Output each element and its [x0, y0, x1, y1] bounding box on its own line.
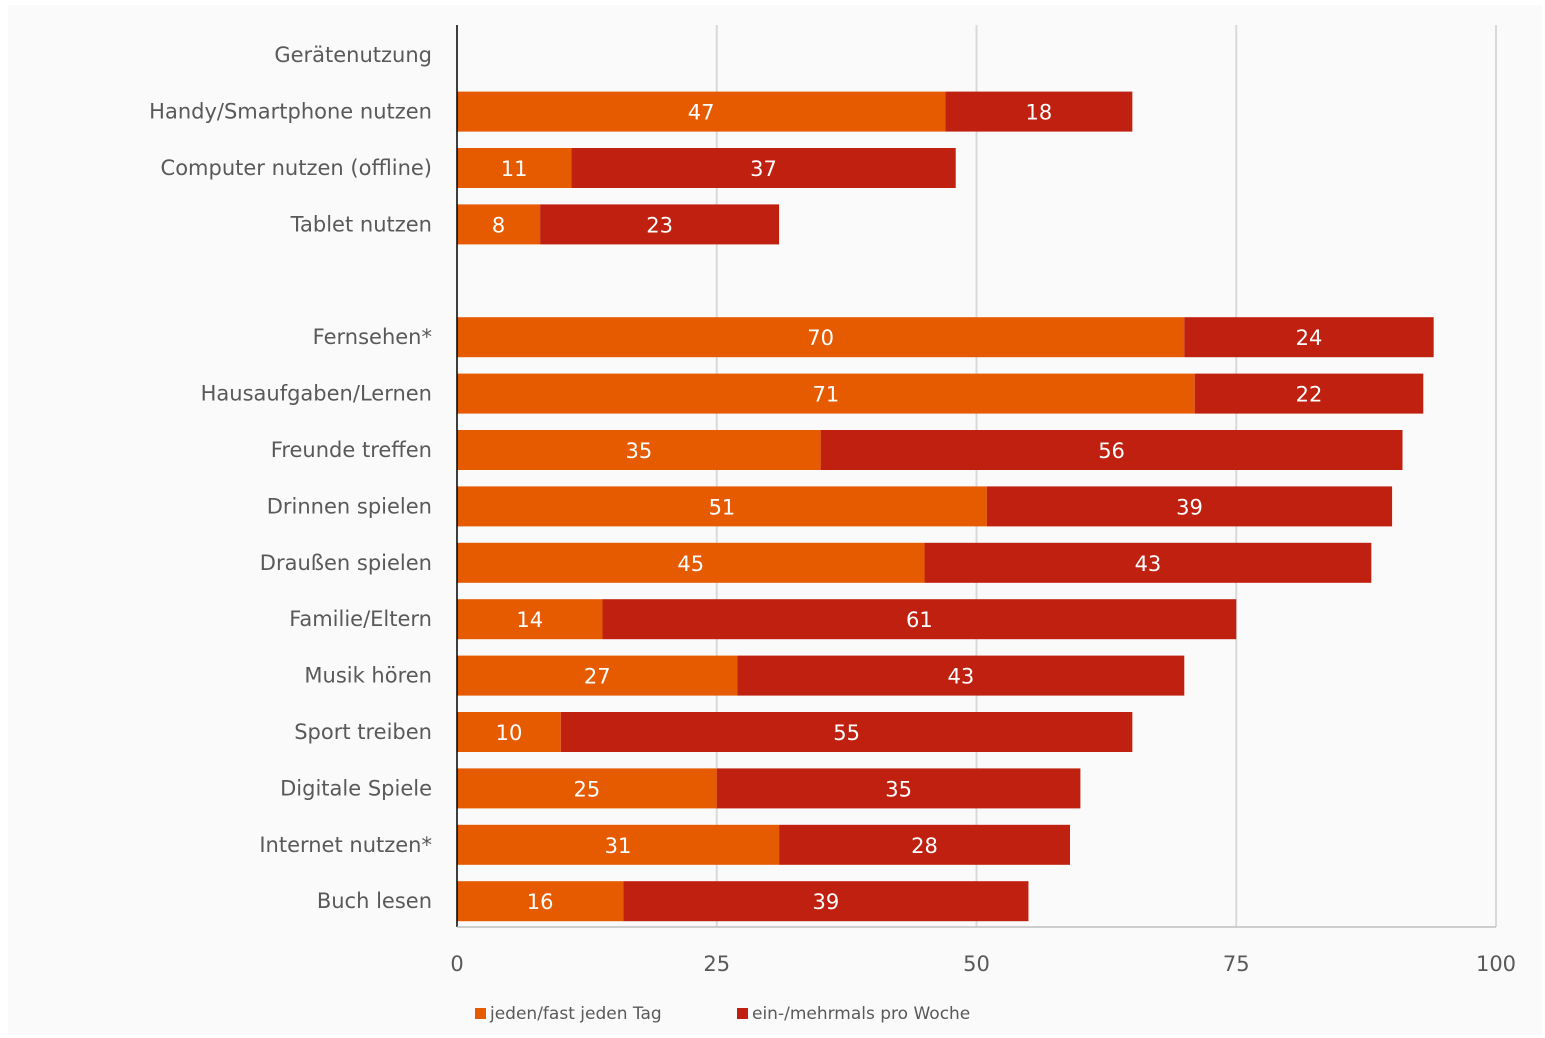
bar-daily	[457, 542, 925, 583]
data-label: 39	[1176, 495, 1203, 519]
x-tick-label-25: 25	[703, 952, 730, 976]
data-label: 22	[1296, 383, 1323, 407]
bar-weekly	[560, 712, 1133, 752]
category-label: Drinnen spielen	[267, 494, 432, 518]
chart-frame: 0 25 50 75 100 Gerätenutzung Handy/Smartphone …	[8, 5, 1542, 1035]
bar-daily	[457, 655, 738, 696]
category-label: Digitale Spiele	[280, 776, 432, 800]
data-label: 61	[906, 608, 933, 632]
data-label: 43	[948, 665, 975, 689]
category-label: Sport treiben	[294, 720, 432, 744]
bar-daily	[457, 373, 1195, 414]
data-label: 27	[584, 665, 611, 689]
bar-weekly	[986, 486, 1393, 527]
bar-weekly	[924, 542, 1372, 583]
bar-weekly	[716, 768, 1081, 809]
category-label: Musik hören	[304, 664, 432, 688]
legend-swatch	[737, 1008, 748, 1019]
bar-weekly	[1194, 373, 1424, 414]
data-label: 56	[1098, 439, 1125, 463]
data-label: 18	[1025, 101, 1052, 125]
data-label: 23	[646, 213, 673, 237]
data-label: 28	[911, 834, 938, 858]
bars	[457, 91, 1434, 922]
category-label: Fernsehen*	[313, 325, 432, 349]
bar-daily	[457, 599, 603, 640]
bar-weekly	[945, 91, 1133, 132]
data-label: 51	[709, 495, 736, 519]
bar-daily	[457, 712, 561, 752]
x-tick-label-0: 0	[450, 952, 463, 976]
stacked-bar-chart: 0 25 50 75 100 Gerätenutzung Handy/Smartphone …	[149, 25, 1516, 1024]
data-label: 14	[516, 608, 543, 632]
legend-entry-label: ein-/mehrmals pro Woche	[752, 1004, 970, 1024]
data-label: 16	[527, 890, 554, 914]
bar-daily	[457, 91, 946, 132]
data-label: 31	[605, 834, 632, 858]
data-label: 45	[677, 552, 704, 576]
legend: jeden/fast jeden Tag ein-/mehrmals pro Wo…	[475, 1004, 970, 1024]
bar-daily	[457, 881, 624, 922]
data-label: 55	[833, 721, 860, 745]
category-label: Computer nutzen (offline)	[161, 156, 432, 180]
bar-daily	[457, 148, 572, 188]
bar-weekly	[1184, 317, 1434, 358]
data-label: 35	[625, 439, 652, 463]
bar-daily	[457, 824, 780, 865]
category-label: Gerätenutzung	[274, 43, 432, 67]
bar-weekly	[623, 881, 1029, 922]
data-label: 11	[501, 157, 528, 181]
data-label: 47	[688, 101, 715, 125]
data-label: 35	[885, 777, 912, 801]
bar-daily	[457, 486, 987, 527]
data-label: 24	[1296, 326, 1323, 350]
x-tick-label-100: 100	[1476, 952, 1516, 976]
category-label: Familie/Eltern	[289, 607, 432, 631]
data-label: 70	[807, 326, 834, 350]
data-label: 43	[1135, 552, 1162, 576]
bar-daily	[457, 768, 717, 809]
bar-daily	[457, 204, 541, 245]
category-label: Buch lesen	[317, 889, 432, 913]
category-label: Tablet nutzen	[290, 212, 432, 236]
legend-swatch	[475, 1008, 486, 1019]
bar-daily	[457, 317, 1185, 358]
category-label: Freunde treffen	[271, 438, 432, 462]
labels: 0 25 50 75 100 Gerätenutzung Handy/Smartphone …	[149, 43, 1516, 976]
x-tick-label-50: 50	[963, 952, 990, 976]
data-label: 10	[496, 721, 523, 745]
data-label: 8	[492, 213, 505, 237]
category-label: Handy/Smartphone nutzen	[149, 100, 432, 124]
bar-daily	[457, 430, 821, 470]
bar-weekly	[737, 655, 1185, 696]
axes	[456, 25, 1496, 928]
category-label: Draußen spielen	[260, 551, 432, 575]
bar-weekly	[540, 204, 780, 245]
bar-weekly	[820, 430, 1403, 470]
data-label: 71	[812, 383, 839, 407]
bar-weekly	[779, 824, 1071, 865]
data-label: 37	[750, 157, 777, 181]
data-label: 25	[574, 777, 601, 801]
legend-entry-label: jeden/fast jeden Tag	[489, 1004, 662, 1024]
data-label: 39	[812, 890, 839, 914]
x-tick-label-75: 75	[1223, 952, 1250, 976]
category-label: Internet nutzen*	[259, 833, 432, 857]
bar-weekly	[602, 599, 1237, 640]
bar-weekly	[571, 148, 956, 188]
category-label: Hausaufgaben/Lernen	[201, 382, 432, 406]
